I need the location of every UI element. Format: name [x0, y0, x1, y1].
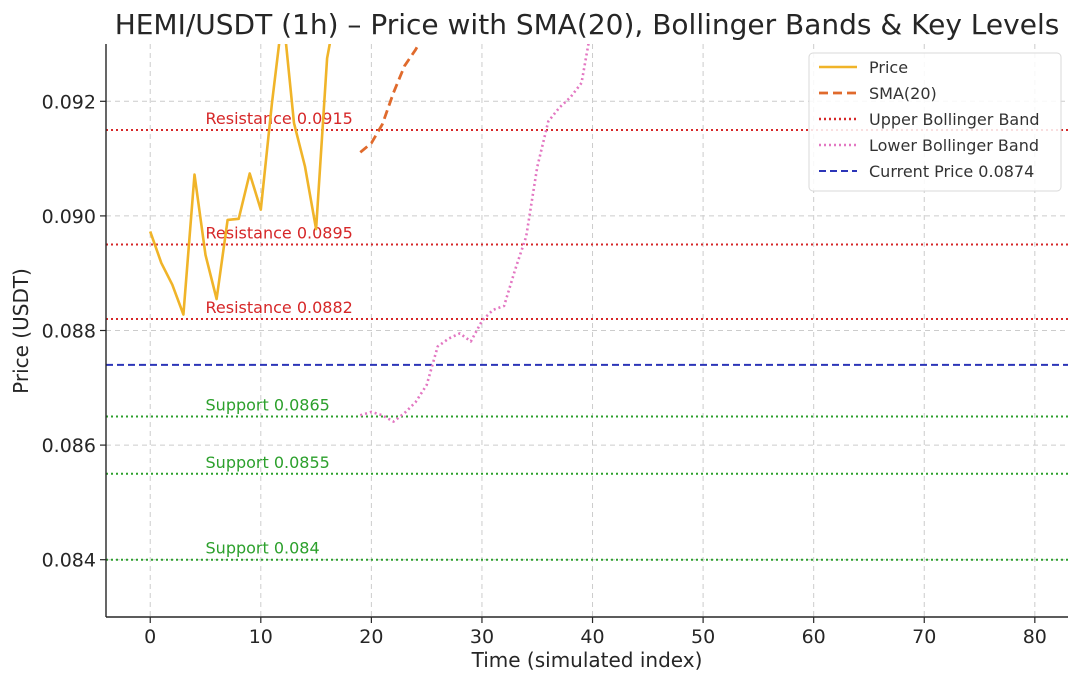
legend: Price SMA(20) Upper Bollinger Band Lower Bo…: [808, 52, 1062, 192]
tick-labels: 0 10 20 30 40 50 60 70 80 0.084 0.086 0.088 0.090 0.0…: [42, 91, 1047, 648]
legend-label: SMA(20): [869, 84, 937, 103]
legend-label: Upper Bollinger Band: [869, 110, 1040, 129]
y-tick-label: 0.084: [42, 550, 96, 572]
x-tick-label: 70: [912, 626, 936, 648]
y-tick-label: 0.088: [42, 321, 96, 343]
y-tick-label: 0.090: [42, 206, 96, 228]
legend-label: Price: [869, 58, 908, 77]
legend-box: [808, 52, 1062, 192]
support-level-label: Support 0.084: [206, 539, 320, 558]
x-tick-label: 30: [470, 626, 494, 648]
chart-title: HEMI/USDT (1h) – Price with SMA(20), Bol…: [115, 8, 1060, 41]
support-level-label: Support 0.0855: [206, 453, 330, 472]
x-axis-label: Time (simulated index): [471, 648, 703, 672]
resistance-level-label: Resistance 0.0915: [206, 109, 353, 128]
series-line-sma-20: [359, 44, 421, 154]
y-tick-label: 0.092: [42, 91, 96, 113]
legend-label: Current Price 0.0874: [869, 162, 1034, 181]
legend-label: Lower Bollinger Band: [869, 136, 1039, 155]
x-tick-label: 20: [359, 626, 383, 648]
support-level-label: Support 0.0865: [206, 395, 330, 414]
x-tick-label: 10: [249, 626, 273, 648]
x-tick-label: 60: [802, 626, 826, 648]
y-tick-label: 0.086: [42, 435, 96, 457]
x-tick-label: 80: [1023, 626, 1047, 648]
x-tick-label: 40: [580, 626, 604, 648]
axes: [100, 44, 1068, 623]
series-line-price: [148, 44, 332, 316]
y-axis-label: Price (USDT): [9, 268, 33, 394]
x-tick-label: 0: [144, 626, 156, 648]
x-tick-label: 50: [691, 626, 715, 648]
resistance-level-label: Resistance 0.0882: [206, 298, 353, 317]
